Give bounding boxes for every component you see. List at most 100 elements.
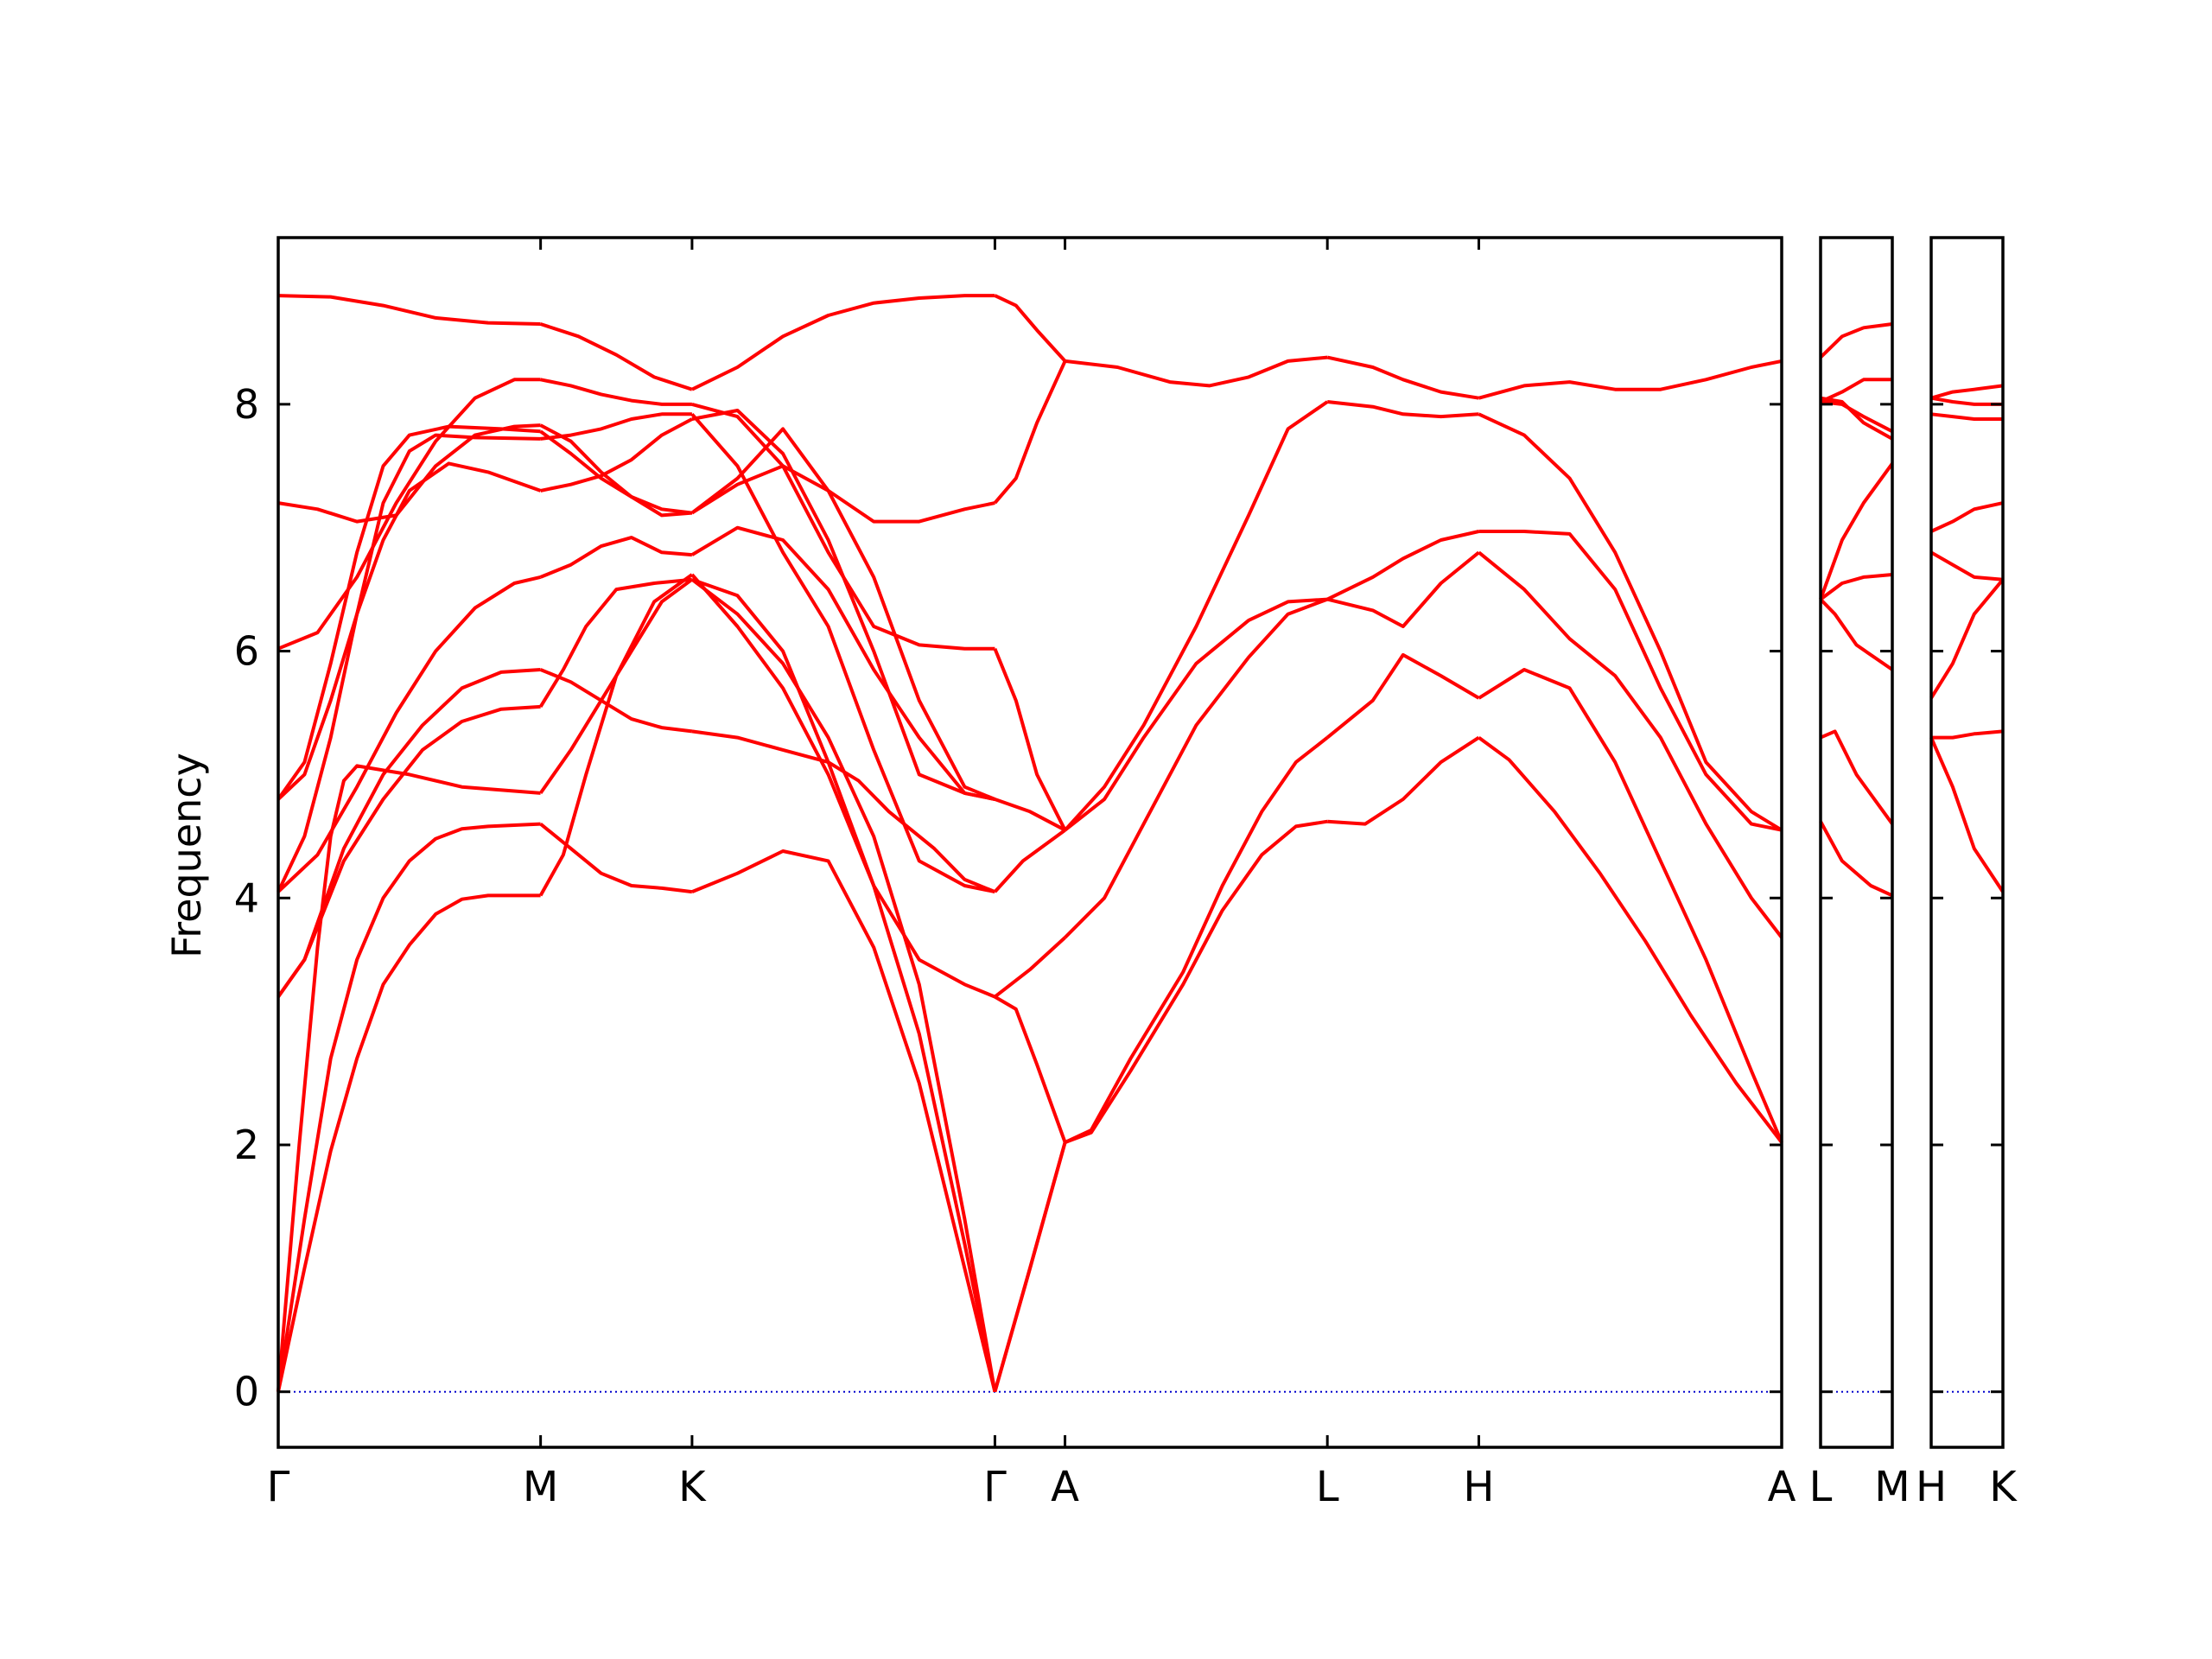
band-0-L-H [1327, 735, 1480, 826]
y-tick-label: 4 [234, 874, 259, 921]
y-tick-label: 8 [234, 381, 259, 428]
band-7-H-K [1930, 396, 2003, 406]
band-3-L-M [1819, 573, 1893, 601]
y-tick-label: 2 [234, 1122, 259, 1168]
band-4-L-H [1326, 400, 1479, 419]
y-axis-label: Frequency [163, 753, 210, 958]
band-1-Γ-M [276, 822, 541, 1393]
band-8-M-K [540, 417, 693, 493]
y-tick-label: 6 [234, 628, 259, 675]
x-tick-label: K [1989, 1463, 2018, 1511]
band-1-A-L [1064, 736, 1329, 1144]
band-5-H-K [1930, 384, 2004, 400]
band-2-L-M [1819, 598, 1894, 671]
band-5-Γ-M [276, 575, 542, 893]
band-10-M-K [539, 423, 693, 518]
band-10-K-Γ [690, 427, 995, 524]
band-2-K-Γ [690, 578, 997, 1393]
band-5-K-Γ [690, 525, 995, 801]
band-1-L-M [1820, 729, 1894, 825]
band-11-M-K [539, 322, 693, 391]
band-0-H-A [1478, 735, 1783, 1144]
band-11-K-Γ [691, 294, 995, 391]
band-6-M-K [540, 412, 692, 441]
x-tick-label: L [1809, 1463, 1833, 1511]
band-2-L-H [1326, 550, 1480, 628]
band-1-L-H [1325, 652, 1480, 740]
band-6-H-K [1930, 412, 2003, 421]
band-0-K-Γ [690, 573, 997, 1393]
band-1-K-Γ [691, 849, 997, 1393]
band-3-A-L [1064, 597, 1328, 832]
band-5-M-K [539, 536, 693, 579]
band-11-Γ-M [277, 294, 541, 326]
band-4-K-Γ [691, 729, 996, 893]
plot-frame [1819, 236, 1894, 1449]
band-10-Γ-A [993, 360, 1067, 505]
band-7-L-M [1820, 396, 1893, 441]
band-3-H-A [1478, 530, 1783, 832]
x-tick-label: L [1316, 1463, 1339, 1511]
band-5-Γ-A [994, 798, 1066, 832]
band-4-Γ-M [276, 668, 541, 998]
band-4-L-M [1819, 462, 1894, 601]
band-2-A-L [1064, 597, 1328, 939]
x-tick-label: M [523, 1463, 558, 1511]
band-7-M-K [539, 429, 693, 515]
band-8-K-Γ [691, 409, 995, 801]
band-5-L-M [1819, 322, 1893, 359]
band-3-Γ-A [994, 936, 1066, 999]
band-6-Γ-A [993, 647, 1067, 831]
band-7-K-Γ [690, 464, 996, 801]
y-tick-label: 0 [234, 1369, 259, 1415]
band-0-M-K [538, 573, 694, 897]
band-2-Γ-A [994, 995, 1067, 1143]
band-0-Γ-M [276, 893, 541, 1393]
band-0-A-L [1064, 819, 1328, 1144]
band-3-H-K [1930, 550, 2004, 582]
band-6-Γ-M [276, 433, 541, 893]
band-9-Γ-M [277, 378, 541, 651]
band-4-H-K [1930, 501, 2004, 533]
band-2-M-K [538, 578, 694, 795]
x-tick-label: K [678, 1463, 707, 1511]
band-7-Γ-M [276, 424, 541, 801]
band-4-M-K [539, 668, 693, 734]
band-0-L-M [1819, 820, 1893, 898]
band-0-H-K [1929, 736, 2005, 893]
band-4-H-A [1478, 412, 1783, 832]
band-2-H-K [1929, 578, 2005, 699]
band-9-L-M [1820, 378, 1892, 404]
band-3-M-K [538, 577, 693, 708]
x-tick-label: H [1463, 1463, 1494, 1511]
band-10-Γ-M [277, 423, 541, 524]
x-tick-label: M [1874, 1463, 1910, 1511]
band-2-H-A [1478, 550, 1783, 939]
band-9-K-Γ [691, 402, 995, 651]
band-3-L-H [1326, 530, 1479, 601]
plot-frame [1929, 236, 2005, 1449]
band-4-Γ-A [993, 829, 1066, 893]
band-9-M-K [540, 378, 692, 406]
band-1-H-K [1931, 729, 2004, 740]
x-tick-label: A [1051, 1463, 1079, 1511]
band-11-Γ-A [994, 294, 1067, 363]
x-tick-label: Γ [983, 1463, 1007, 1511]
plot-frame [276, 236, 1783, 1449]
band-3-K-Γ [691, 577, 996, 999]
band-5-A-L [1065, 355, 1328, 388]
band-5-L-H [1326, 355, 1479, 400]
band-5-H-A [1478, 359, 1783, 400]
band-4-A-L [1064, 400, 1329, 832]
band-8-Γ-M [276, 461, 542, 801]
x-tick-label: Γ [267, 1463, 290, 1511]
band-2-Γ-M [276, 764, 541, 1392]
x-tick-label: H [1916, 1463, 1947, 1511]
band-1-Γ-A [993, 1141, 1067, 1393]
band-1-H-A [1478, 668, 1783, 1143]
